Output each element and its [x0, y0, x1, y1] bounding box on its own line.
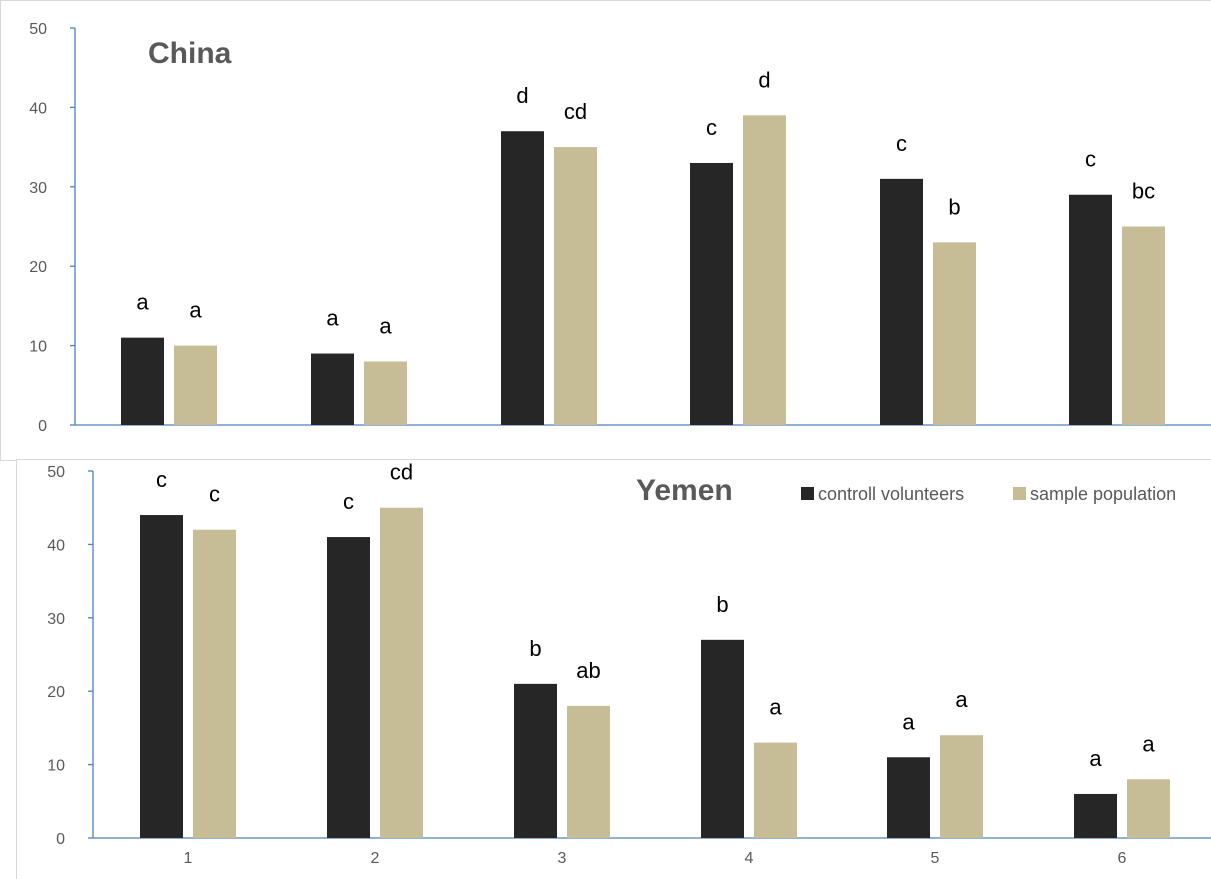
significance-label: b [529, 636, 541, 661]
significance-label: bc [1132, 179, 1155, 204]
bar-sample-population [1122, 226, 1165, 425]
chart-title: Yemen [636, 474, 733, 507]
x-tick-label: 1 [184, 850, 193, 867]
bar-controll-volunteers [121, 337, 164, 425]
bar-sample-population [567, 705, 610, 838]
y-tick-label: 50 [29, 21, 47, 38]
bar-controll-volunteers [327, 537, 370, 838]
bar-sample-population [933, 242, 976, 425]
x-tick-label: 4 [745, 850, 754, 867]
bar-controll-volunteers [311, 353, 354, 425]
bar-sample-population [754, 742, 797, 838]
significance-label: c [706, 115, 717, 140]
yemen-chart: Yemen controll volunteers sample populat… [16, 459, 1211, 879]
legend: controll volunteers sample population [801, 484, 1176, 504]
y-tick-label: 0 [38, 418, 47, 435]
significance-label: a [902, 709, 915, 734]
significance-label: c [896, 131, 907, 156]
bar-controll-volunteers [690, 162, 733, 426]
significance-label: a [379, 313, 392, 338]
significance-label: c [1085, 147, 1096, 172]
bar-sample-population [193, 529, 236, 838]
yemen-chart-panel: Yemen controll volunteers sample populat… [0, 459, 1211, 879]
legend-swatch-sample [1013, 487, 1026, 500]
y-tick-label: 40 [29, 100, 47, 117]
significance-label: a [136, 290, 149, 315]
significance-label: a [1089, 746, 1102, 771]
bar-controll-volunteers [140, 515, 183, 838]
y-tick-label: 20 [29, 259, 47, 276]
bar-sample-population [380, 507, 423, 838]
significance-label: a [189, 298, 202, 323]
significance-label: c [156, 467, 167, 492]
bar-controll-volunteers [501, 131, 544, 425]
significance-label: cd [564, 99, 587, 124]
legend-swatch-controll [801, 487, 814, 500]
bar-sample-population [554, 147, 597, 425]
y-tick-label: 50 [47, 464, 65, 481]
bar-sample-population [940, 735, 983, 838]
significance-label: a [955, 687, 968, 712]
x-tick-label: 6 [1118, 850, 1127, 867]
y-tick-label: 0 [56, 831, 65, 848]
y-tick-label: 30 [47, 611, 65, 628]
bar-sample-population [364, 361, 407, 425]
bar-sample-population [743, 115, 786, 425]
significance-label: b [716, 592, 728, 617]
y-tick-label: 10 [29, 339, 47, 356]
bar-controll-volunteers [701, 639, 744, 838]
y-tick-label: 30 [29, 180, 47, 197]
chart-title: China [148, 37, 232, 70]
bar-controll-volunteers [514, 683, 557, 838]
y-tick-label: 10 [47, 758, 65, 775]
bar-controll-volunteers [887, 757, 930, 838]
bar-controll-volunteers [880, 178, 923, 425]
china-chart-panel: China 0 10 20 30 40 50 a a a a d cd c d c b c bc [0, 0, 1211, 461]
significance-label: a [326, 306, 339, 331]
x-tick-label: 3 [558, 850, 567, 867]
bar-sample-population [174, 345, 217, 425]
x-tick-label: 2 [371, 850, 380, 867]
x-tick-label: 5 [931, 850, 940, 867]
y-tick-label: 20 [47, 684, 65, 701]
y-tick-label: 40 [47, 537, 65, 554]
significance-label: a [769, 695, 782, 720]
bar-sample-population [1127, 779, 1170, 838]
significance-label: ab [576, 658, 600, 683]
significance-label: c [209, 482, 220, 507]
significance-label: d [758, 67, 770, 92]
bar-controll-volunteers [1074, 793, 1117, 838]
significance-label: d [516, 83, 528, 108]
significance-label: a [1142, 731, 1155, 756]
significance-label: cd [390, 460, 413, 485]
legend-label-sample: sample population [1030, 484, 1176, 504]
significance-label: c [343, 489, 354, 514]
bar-controll-volunteers [1069, 194, 1112, 425]
significance-label: b [948, 194, 960, 219]
legend-label-controll: controll volunteers [818, 484, 964, 504]
